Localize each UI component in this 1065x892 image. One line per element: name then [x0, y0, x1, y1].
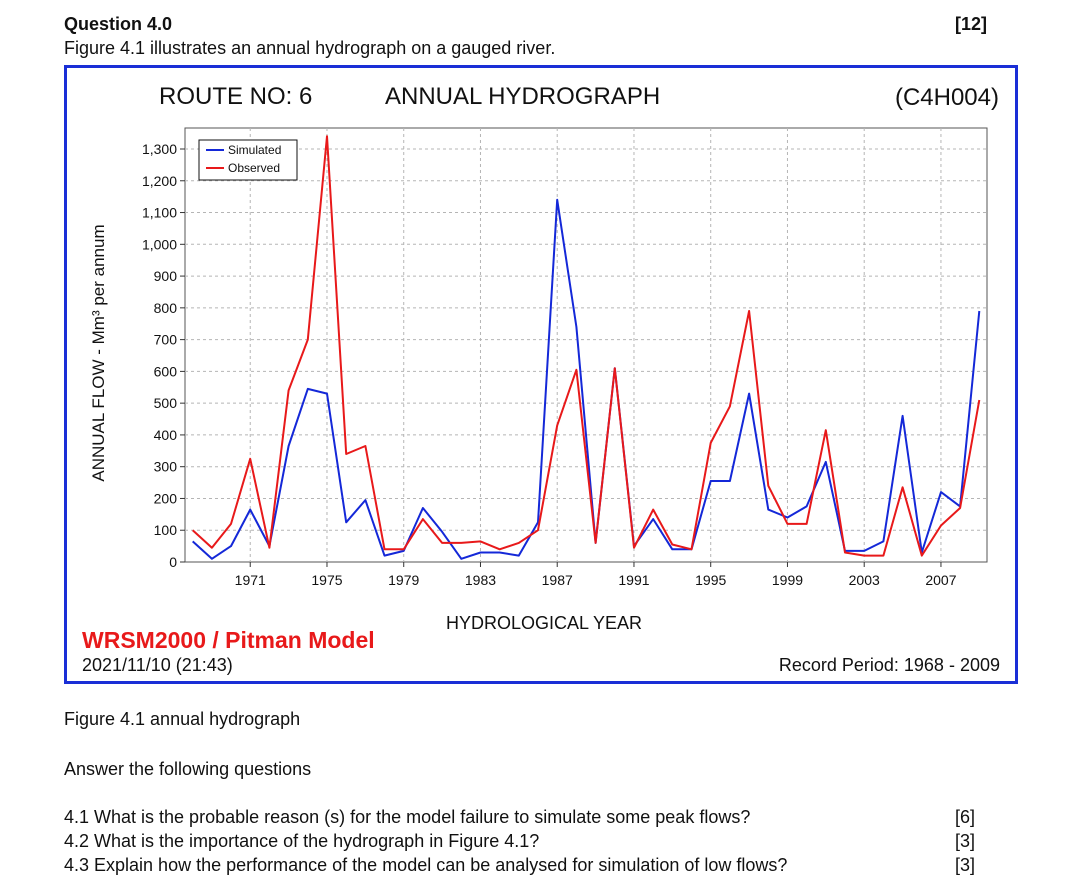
- legend-observed-label: Observed: [228, 161, 280, 175]
- question-4-1: 4.1 What is the probable reason (s) for …: [64, 807, 751, 827]
- question-intro: Figure 4.1 illustrates an annual hydrogr…: [64, 38, 556, 58]
- series-line-simulated: [192, 198, 981, 560]
- route-label: ROUTE NO: 6: [159, 83, 312, 110]
- x-tick-label: 2007: [925, 572, 956, 588]
- y-tick-label: 900: [154, 268, 178, 284]
- question-total-marks: [12]: [955, 14, 988, 34]
- figure-caption: Figure 4.1 annual hydrograph: [64, 709, 301, 729]
- x-tick-label: 1987: [542, 572, 573, 588]
- run-timestamp: 2021/11/10 (21:43): [82, 655, 233, 675]
- x-axis-title: HYDROLOGICAL YEAR: [446, 613, 642, 633]
- y-tick-label: 1,100: [142, 205, 177, 221]
- question-4-2: 4.2 What is the importance of the hydrog…: [64, 831, 540, 851]
- hydrograph-figure: ROUTE NO: 6 ANNUAL HYDROGRAPH (C4H004) 0…: [64, 65, 1018, 684]
- y-tick-label: 1,300: [142, 141, 177, 157]
- x-tick-label: 2003: [849, 572, 880, 588]
- y-tick-label: 500: [154, 395, 178, 411]
- question-4-3-marks: [3]: [955, 855, 976, 875]
- x-tick-label: 1991: [618, 572, 649, 588]
- y-axis-title: ANNUAL FLOW - Mm³ per annum: [89, 224, 108, 481]
- x-tick-label: 1999: [772, 572, 803, 588]
- y-tick-label: 1,200: [142, 173, 177, 189]
- question-title: Question 4.0: [64, 14, 173, 34]
- question-4-2-marks: [3]: [955, 831, 976, 851]
- y-tick-label: 200: [154, 490, 178, 506]
- answer-prompt: Answer the following questions: [64, 759, 312, 779]
- x-tick-label: 1971: [235, 572, 266, 588]
- y-tick-label: 1,000: [142, 236, 177, 252]
- series-line-observed: [192, 135, 981, 557]
- y-tick-label: 700: [154, 332, 178, 348]
- legend-simulated-label: Simulated: [228, 143, 281, 157]
- x-tick-label: 1995: [695, 572, 726, 588]
- x-tick-label: 1983: [465, 572, 496, 588]
- y-tick-label: 800: [154, 300, 178, 316]
- hydrograph-chart: ROUTE NO: 6 ANNUAL HYDROGRAPH (C4H004) 0…: [82, 83, 1000, 675]
- question-4-3: 4.3 Explain how the performance of the m…: [64, 855, 788, 875]
- x-tick-label: 1979: [388, 572, 419, 588]
- record-period: Record Period: 1968 - 2009: [779, 655, 1000, 675]
- y-tick-label: 0: [169, 554, 177, 570]
- y-tick-label: 400: [154, 427, 178, 443]
- legend: Simulated Observed: [198, 139, 298, 181]
- x-tick-label: 1975: [311, 572, 342, 588]
- plot-area: [184, 127, 988, 563]
- chart-title: ANNUAL HYDROGRAPH: [385, 83, 660, 110]
- y-tick-label: 600: [154, 363, 178, 379]
- model-label: WRSM2000 / Pitman Model: [82, 627, 375, 653]
- station-code: (C4H004): [895, 84, 999, 111]
- y-tick-label: 100: [154, 522, 178, 538]
- question-4-1-marks: [6]: [955, 807, 976, 827]
- y-tick-label: 300: [154, 459, 178, 475]
